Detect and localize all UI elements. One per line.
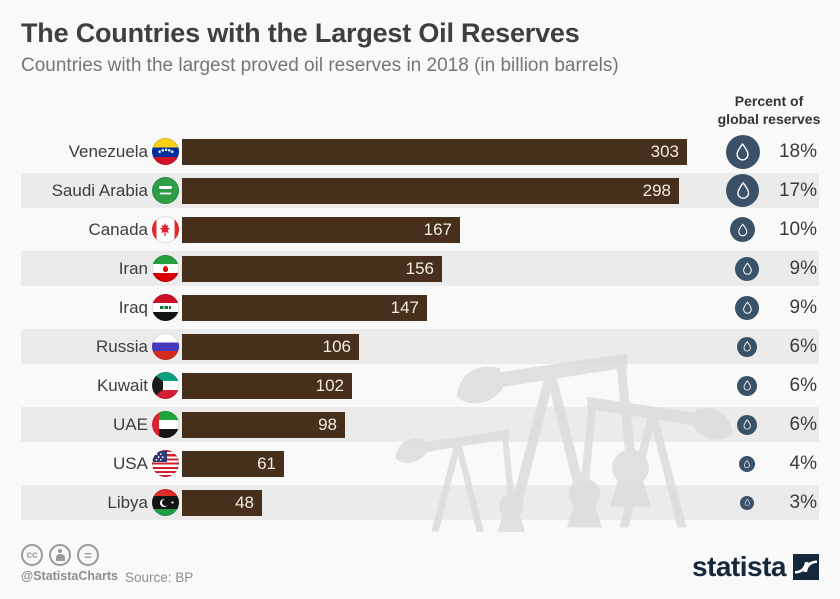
table-row: USA 61 4% (21, 444, 819, 483)
percent-value: 6% (789, 413, 817, 435)
oil-drop-icon (730, 217, 756, 242)
reserve-bar: 48 (182, 489, 262, 516)
table-row: Canada 167 10% (21, 210, 819, 249)
percent-value: 6% (789, 335, 817, 357)
oil-drop-icon (737, 336, 757, 357)
oil-drop-icon (737, 375, 757, 396)
percent-value: 9% (789, 296, 817, 318)
flag-icon (151, 294, 179, 321)
table-row: Iraq 147 9% (21, 288, 819, 327)
table-row: Iran 156 9% (21, 249, 819, 288)
percent-value: 17% (778, 179, 817, 201)
flag-icon (151, 372, 179, 399)
bar-rows: Venezuela 303 18% Saudi Arabia 298 (0, 132, 840, 522)
reserve-bar: 106 (182, 333, 359, 360)
footer-license: cc = @StatistaCharts (21, 544, 118, 583)
percent-value: 3% (789, 491, 817, 513)
bar-value: 298 (642, 180, 671, 200)
country-label: Russia (96, 336, 148, 356)
percent-value: 10% (778, 218, 817, 240)
percent-value: 4% (789, 452, 817, 474)
bar-value: 98 (318, 414, 337, 434)
bar-value: 61 (257, 453, 276, 473)
flag-icon (151, 138, 179, 165)
oil-drop-icon (739, 455, 755, 472)
flag-icon (151, 216, 179, 243)
statista-logo[interactable]: statista (692, 551, 819, 583)
percent-value: 9% (789, 257, 817, 279)
bar-value: 167 (423, 219, 452, 239)
page-title: The Countries with the Largest Oil Reser… (21, 18, 580, 48)
country-label: Iran (118, 258, 148, 278)
bar-value: 156 (405, 258, 434, 278)
oil-drop-icon (726, 174, 760, 207)
country-label: Saudi Arabia (51, 180, 148, 200)
bar-value: 303 (650, 141, 679, 161)
reserve-bar: 303 (182, 138, 687, 165)
flag-icon (151, 255, 179, 282)
bar-value: 102 (315, 375, 344, 395)
country-label: Kuwait (96, 375, 148, 395)
oil-drop-icon (735, 295, 759, 320)
flag-icon (151, 333, 179, 360)
percent-column-header: Percent of global reserves (717, 93, 821, 128)
flag-icon (151, 489, 179, 516)
table-row: Venezuela 303 18% (21, 132, 819, 171)
country-label: USA (113, 453, 148, 473)
statista-charts-handle[interactable]: @StatistaCharts (21, 569, 118, 583)
reserve-bar: 156 (182, 255, 442, 282)
reserve-bar: 298 (182, 177, 679, 204)
country-label: Libya (107, 492, 148, 512)
reserve-bar: 147 (182, 294, 427, 321)
oil-drop-icon (735, 256, 759, 281)
country-label: Venezuela (68, 141, 148, 161)
table-row: Russia 106 6% (21, 327, 819, 366)
page-subtitle: Countries with the largest proved oil re… (21, 55, 619, 76)
cc-icon[interactable]: cc (21, 544, 43, 566)
statista-logo-text: statista (691, 551, 787, 582)
table-row: UAE 98 6% (21, 405, 819, 444)
percent-value: 6% (789, 374, 817, 396)
flag-icon (151, 177, 179, 204)
reserve-bar: 167 (182, 216, 460, 243)
percent-value: 18% (778, 140, 817, 162)
oil-drop-icon (737, 414, 757, 435)
table-row: Saudi Arabia 298 17% (21, 171, 819, 210)
attribution-person-icon[interactable] (49, 544, 71, 566)
reserve-bar: 102 (182, 372, 352, 399)
source-label: Source: BP (125, 570, 194, 585)
header: The Countries with the Largest Oil Reser… (0, 0, 840, 77)
bar-value: 106 (322, 336, 351, 356)
table-row: Libya 48 3% (21, 483, 819, 522)
country-label: UAE (113, 414, 148, 434)
bar-value: 48 (235, 492, 254, 512)
country-label: Iraq (118, 297, 148, 317)
flag-icon (151, 411, 179, 438)
equal-icon[interactable]: = (77, 544, 99, 566)
reserve-bar: 61 (182, 450, 284, 477)
country-label: Canada (88, 219, 148, 239)
flag-icon (151, 450, 179, 477)
table-row: Kuwait 102 6% (21, 366, 819, 405)
statista-logo-mark (793, 554, 819, 580)
oil-drop-icon (725, 134, 760, 169)
oil-drop-icon (740, 495, 754, 510)
bar-value: 147 (390, 297, 419, 317)
reserve-bar: 98 (182, 411, 345, 438)
